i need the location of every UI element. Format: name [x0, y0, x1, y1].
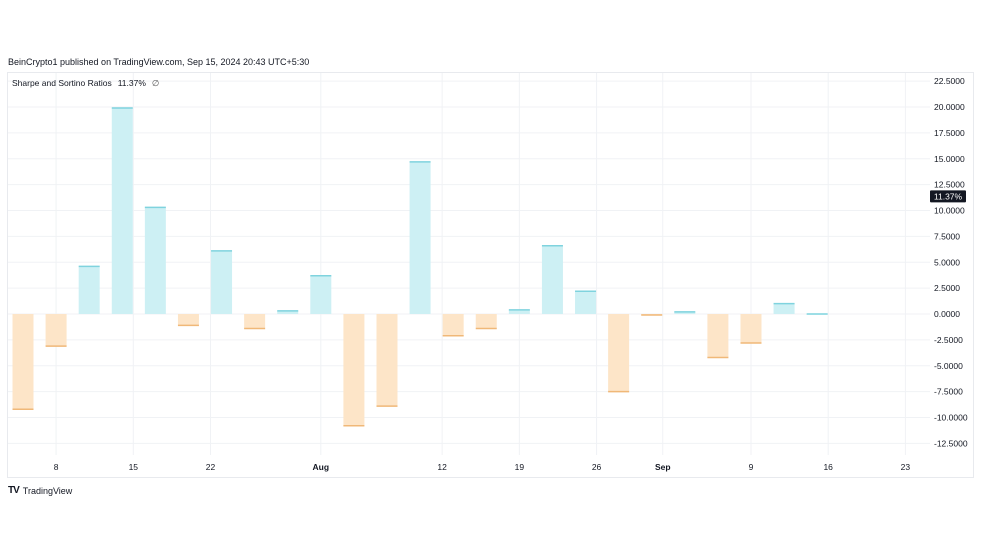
bar	[144, 207, 166, 314]
legend-value: 11.37%	[117, 78, 146, 88]
x-tick-label: 16	[823, 462, 833, 472]
bar	[442, 314, 464, 336]
grid-lines	[8, 73, 930, 455]
bar	[475, 314, 497, 329]
y-tick-label: 0.0000	[934, 309, 960, 319]
chart-frame	[7, 72, 974, 478]
bar	[78, 266, 100, 314]
bar	[608, 314, 630, 392]
bar	[740, 314, 762, 343]
bar	[541, 245, 563, 314]
x-tick-label: 23	[901, 462, 911, 472]
y-tick-label: 5.0000	[934, 257, 960, 267]
x-tick-label: 15	[129, 462, 139, 472]
bar	[575, 291, 597, 314]
bar	[177, 314, 199, 326]
bar	[707, 314, 729, 358]
x-tick-label: Aug	[313, 462, 330, 472]
bar	[12, 314, 34, 410]
publisher-line: BeinCrypto1 published on TradingView.com…	[8, 57, 310, 67]
current-value-badge: 11.37%	[930, 190, 966, 203]
y-tick-label: 12.5000	[934, 180, 965, 190]
footer-brand[interactable]: TV TradingView	[8, 485, 72, 496]
bars	[12, 107, 828, 427]
y-tick-label: 2.5000	[934, 283, 960, 293]
y-tick-label: -10.0000	[934, 413, 968, 423]
legend-name: Sharpe and Sortino Ratios	[12, 78, 112, 88]
y-tick-label: 7.5000	[934, 231, 960, 241]
x-tick-label: 26	[592, 462, 602, 472]
y-tick-label: -2.5000	[934, 335, 963, 345]
bar	[310, 275, 332, 314]
bar	[376, 314, 398, 407]
x-axis-ticks: 8 15 22 Aug 12 19 26 Sep 9 16 23	[54, 462, 911, 472]
y-tick-label: -12.5000	[934, 438, 968, 448]
brand-name: TradingView	[22, 485, 73, 496]
tradingview-logo-icon: TV	[8, 485, 20, 496]
y-tick-label: 22.5000	[934, 76, 965, 86]
x-tick-label: 19	[515, 462, 525, 472]
settings-icon[interactable]: ∅	[151, 78, 160, 88]
x-tick-label: 22	[206, 462, 216, 472]
y-tick-label: 17.5000	[934, 128, 965, 138]
x-tick-label: 12	[437, 462, 447, 472]
y-tick-label: 20.0000	[934, 102, 965, 112]
current-value-badge-bg	[930, 190, 966, 203]
bar	[773, 303, 795, 314]
y-tick-label: -7.5000	[934, 387, 963, 397]
bar	[244, 314, 266, 329]
y-tick-label: 10.0000	[934, 206, 965, 216]
bar	[111, 108, 133, 314]
bar	[674, 311, 696, 314]
x-tick-label: 8	[54, 462, 59, 472]
x-tick-label: 9	[749, 462, 754, 472]
bar	[211, 250, 233, 314]
bar	[45, 314, 67, 347]
current-value-label: 11.37%	[934, 191, 963, 201]
x-tick-label: Sep	[655, 462, 671, 472]
y-tick-label: -5.0000	[934, 361, 963, 371]
legend[interactable]: Sharpe and Sortino Ratios 11.37% ∅	[12, 78, 159, 89]
y-tick-label: 15.0000	[934, 154, 965, 164]
bar	[508, 309, 530, 314]
bar	[409, 161, 431, 314]
bar	[277, 310, 299, 314]
y-axis-ticks: 22.5000 20.0000 17.5000 15.0000 12.5000 10.00…	[934, 76, 968, 448]
bar	[343, 314, 365, 426]
